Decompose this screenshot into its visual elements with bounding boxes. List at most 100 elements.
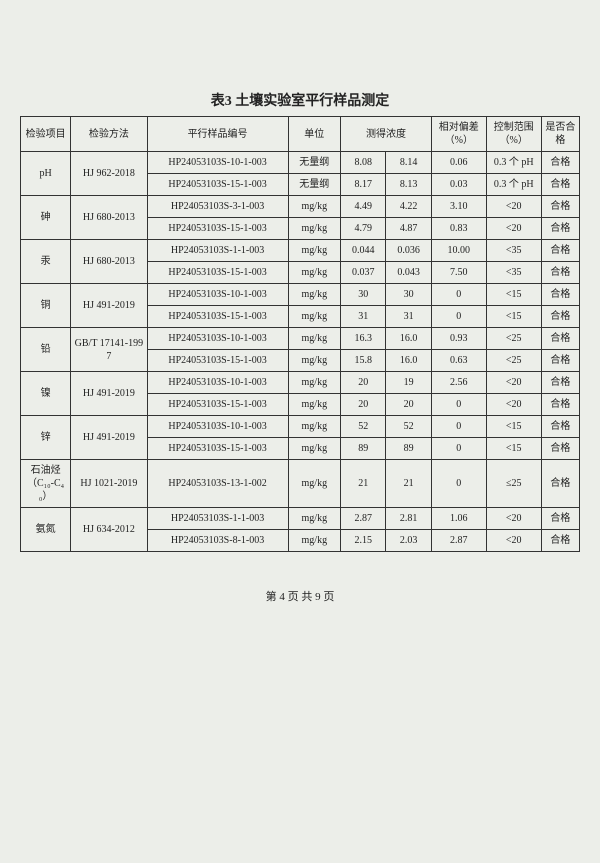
cell-method: HJ 1021-2019	[71, 460, 147, 508]
cell-v2: 2.81	[386, 508, 431, 530]
cell-sample: HP24053103S-15-1-003	[147, 262, 288, 284]
cell-pass: 合格	[541, 372, 579, 394]
cell-dev: 0.63	[431, 350, 486, 372]
cell-pass: 合格	[541, 174, 579, 196]
cell-range: 0.3 个 pH	[486, 152, 541, 174]
cell-item: 镍	[21, 372, 71, 416]
cell-v2: 52	[386, 416, 431, 438]
cell-v2: 30	[386, 284, 431, 306]
cell-method: HJ 491-2019	[71, 416, 147, 460]
cell-v2: 16.0	[386, 350, 431, 372]
cell-range: <15	[486, 284, 541, 306]
cell-v1: 0.037	[341, 262, 386, 284]
cell-unit: 无量纲	[288, 174, 341, 196]
cell-pass: 合格	[541, 530, 579, 552]
cell-unit: mg/kg	[288, 196, 341, 218]
cell-sample: HP24053103S-3-1-003	[147, 196, 288, 218]
table-row: 汞HJ 680-2013HP24053103S-1-1-003mg/kg0.04…	[21, 240, 580, 262]
cell-v1: 89	[341, 438, 386, 460]
cell-pass: 合格	[541, 284, 579, 306]
footer-text: 页 共	[288, 591, 313, 603]
cell-pass: 合格	[541, 460, 579, 508]
cell-v2: 0.043	[386, 262, 431, 284]
cell-dev: 0	[431, 438, 486, 460]
cell-unit: mg/kg	[288, 328, 341, 350]
cell-v1: 52	[341, 416, 386, 438]
cell-dev: 0	[431, 394, 486, 416]
cell-sample: HP24053103S-15-1-003	[147, 306, 288, 328]
cell-dev: 0	[431, 460, 486, 508]
data-table: 检验项目 检验方法 平行样品编号 单位 测得浓度 相对偏差（%） 控制范围（%）…	[20, 116, 580, 552]
footer-text: 第	[266, 591, 277, 603]
cell-method: HJ 962-2018	[71, 152, 147, 196]
cell-range: ≤25	[486, 460, 541, 508]
cell-unit: mg/kg	[288, 262, 341, 284]
cell-v2: 2.03	[386, 530, 431, 552]
cell-method: HJ 491-2019	[71, 284, 147, 328]
cell-method: HJ 491-2019	[71, 372, 147, 416]
cell-v2: 20	[386, 394, 431, 416]
cell-method: HJ 680-2013	[71, 196, 147, 240]
cell-unit: 无量纲	[288, 152, 341, 174]
cell-v2: 8.14	[386, 152, 431, 174]
cell-v1: 30	[341, 284, 386, 306]
table-header: 检验项目 检验方法 平行样品编号 单位 测得浓度 相对偏差（%） 控制范围（%）…	[21, 117, 580, 152]
table-row: 铜HJ 491-2019HP24053103S-10-1-003mg/kg303…	[21, 284, 580, 306]
cell-range: <20	[486, 530, 541, 552]
cell-sample: HP24053103S-10-1-003	[147, 152, 288, 174]
cell-pass: 合格	[541, 218, 579, 240]
cell-v1: 8.08	[341, 152, 386, 174]
cell-unit: mg/kg	[288, 530, 341, 552]
table-row: 铅GB/T 17141-1997HP24053103S-10-1-003mg/k…	[21, 328, 580, 350]
cell-dev: 0	[431, 306, 486, 328]
cell-v1: 15.8	[341, 350, 386, 372]
cell-sample: HP24053103S-10-1-003	[147, 372, 288, 394]
cell-dev: 7.50	[431, 262, 486, 284]
header-cell: 单位	[288, 117, 341, 152]
header-cell: 测得浓度	[341, 117, 432, 152]
cell-dev: 3.10	[431, 196, 486, 218]
cell-unit: mg/kg	[288, 240, 341, 262]
header-cell: 平行样品编号	[147, 117, 288, 152]
cell-sample: HP24053103S-8-1-003	[147, 530, 288, 552]
header-cell: 检验方法	[71, 117, 147, 152]
cell-v1: 2.87	[341, 508, 386, 530]
cell-dev: 0.06	[431, 152, 486, 174]
table-row: 锌HJ 491-2019HP24053103S-10-1-003mg/kg525…	[21, 416, 580, 438]
header-cell: 检验项目	[21, 117, 71, 152]
cell-item: 汞	[21, 240, 71, 284]
cell-method: GB/T 17141-1997	[71, 328, 147, 372]
cell-unit: mg/kg	[288, 350, 341, 372]
cell-v1: 21	[341, 460, 386, 508]
cell-v2: 4.87	[386, 218, 431, 240]
footer-text: 页	[323, 591, 334, 603]
cell-range: <25	[486, 328, 541, 350]
cell-sample: HP24053103S-15-1-003	[147, 394, 288, 416]
cell-dev: 0.93	[431, 328, 486, 350]
cell-unit: mg/kg	[288, 218, 341, 240]
cell-range: <20	[486, 196, 541, 218]
cell-pass: 合格	[541, 306, 579, 328]
cell-item: 铜	[21, 284, 71, 328]
cell-v1: 4.49	[341, 196, 386, 218]
cell-unit: mg/kg	[288, 508, 341, 530]
table-title: 表3 土壤实验室平行样品测定	[20, 90, 580, 110]
table-row: 砷HJ 680-2013HP24053103S-3-1-003mg/kg4.49…	[21, 196, 580, 218]
cell-item: 石油烃（C₁₀-C₄₀）	[21, 460, 71, 508]
cell-range: <35	[486, 240, 541, 262]
cell-pass: 合格	[541, 416, 579, 438]
cell-item: 氨氮	[21, 508, 71, 552]
cell-dev: 2.56	[431, 372, 486, 394]
cell-v2: 0.036	[386, 240, 431, 262]
table-row: 氨氮HJ 634-2012HP24053103S-1-1-003mg/kg2.8…	[21, 508, 580, 530]
cell-pass: 合格	[541, 196, 579, 218]
cell-unit: mg/kg	[288, 372, 341, 394]
cell-dev: 1.06	[431, 508, 486, 530]
cell-pass: 合格	[541, 262, 579, 284]
cell-range: <35	[486, 262, 541, 284]
cell-item: 锌	[21, 416, 71, 460]
table-row: 镍HJ 491-2019HP24053103S-10-1-003mg/kg201…	[21, 372, 580, 394]
cell-sample: HP24053103S-1-1-003	[147, 240, 288, 262]
table-body: pHHJ 962-2018HP24053103S-10-1-003无量纲8.08…	[21, 152, 580, 552]
cell-range: <20	[486, 508, 541, 530]
